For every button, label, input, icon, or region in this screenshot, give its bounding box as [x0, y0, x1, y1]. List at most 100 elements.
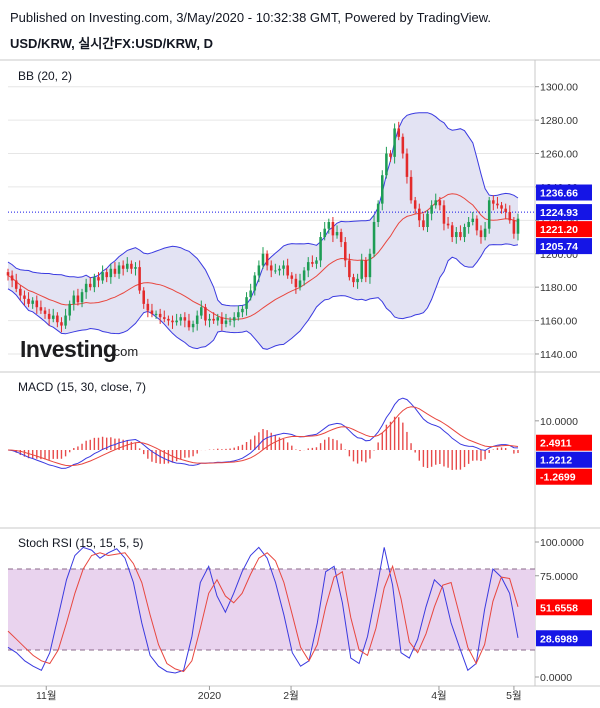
price-badge: 1236.66	[536, 184, 592, 201]
candle-body	[27, 298, 30, 304]
candle-body	[306, 262, 310, 271]
candle-body	[183, 317, 187, 321]
candle-body	[274, 270, 277, 272]
price-pane[interactable]: BB (20, 2) 1300.001280.001260.001240.001…	[6, 69, 592, 361]
macd-badge-text: 2.4911	[540, 438, 572, 450]
candlestick	[27, 292, 30, 308]
candlestick	[208, 313, 211, 328]
candlesticks[interactable]	[6, 121, 520, 333]
candlestick	[306, 257, 310, 278]
candle-body	[125, 263, 129, 269]
time-tick-label: 4월	[431, 690, 447, 702]
candle-body	[500, 205, 503, 209]
candle-body	[487, 200, 491, 229]
candle-body	[39, 307, 43, 311]
price-badge-bg	[536, 184, 592, 201]
candle-body	[397, 128, 401, 137]
candlestick	[130, 260, 133, 274]
candle-body	[450, 225, 454, 238]
candlestick	[418, 203, 421, 228]
candle-body	[113, 268, 117, 274]
candlestick	[455, 227, 458, 244]
candle-body	[105, 272, 108, 278]
logo-sub-text: .com	[110, 344, 138, 359]
candle-body	[302, 270, 306, 281]
stoch-indicator-label[interactable]: Stoch RSI (15, 15, 5, 5)	[18, 536, 143, 550]
candlestick	[195, 310, 199, 331]
logo-main-text: Investing	[20, 336, 116, 362]
stoch-axis-ticks: 100.0000 75.0000 0.0000	[535, 537, 584, 684]
candlestick	[483, 222, 487, 241]
stoch-axis-badges: 51.6558 28.6989	[536, 599, 592, 647]
candle-body	[167, 318, 170, 321]
candle-body	[191, 323, 195, 328]
macd-badge-text: 1.2212	[540, 455, 572, 467]
candle-body	[282, 265, 285, 269]
candle-body	[146, 303, 150, 311]
candle-body	[93, 277, 96, 288]
candlestick	[39, 300, 43, 314]
macd-tick-label: 10.0000	[540, 416, 578, 428]
candlestick	[224, 313, 228, 328]
candlestick	[426, 210, 429, 233]
price-badge-text: 1236.66	[540, 188, 578, 200]
candlestick	[393, 123, 396, 164]
stoch-badge-text: 28.6989	[540, 633, 578, 645]
candle-body	[10, 275, 14, 281]
candlestick	[434, 193, 438, 209]
candlestick	[19, 285, 22, 301]
candlestick	[88, 277, 92, 291]
candlestick	[282, 260, 285, 276]
candlestick	[315, 257, 318, 269]
candle-body	[56, 315, 59, 323]
candlestick	[163, 310, 166, 323]
candlestick	[422, 213, 425, 231]
candlestick	[269, 260, 273, 278]
candlestick	[274, 263, 277, 274]
candlestick	[492, 195, 495, 211]
candlestick	[405, 148, 409, 184]
candle-body	[438, 200, 442, 206]
stoch-rsi-pane[interactable]: Stoch RSI (15, 15, 5, 5) 100.0000 75.0000…	[7, 536, 592, 684]
candle-body	[220, 317, 224, 324]
candle-body	[290, 275, 294, 279]
candlestick	[93, 273, 96, 293]
candlestick	[343, 237, 347, 268]
candle-body	[6, 272, 10, 276]
candlestick	[446, 217, 450, 229]
candle-body	[504, 208, 507, 212]
candlestick	[23, 290, 26, 306]
stoch-d-line	[7, 552, 519, 673]
candlestick	[372, 215, 376, 258]
candlestick	[290, 272, 294, 284]
candlestick	[167, 315, 170, 326]
bollinger-lower-line	[7, 243, 519, 350]
time-axis[interactable]: 11월 2020 2월 4월 5월	[36, 686, 522, 702]
candle-body	[418, 208, 421, 221]
candle-body	[249, 290, 252, 298]
price-badge-text: 1205.74	[540, 241, 578, 253]
bb-indicator-label[interactable]: BB (20, 2)	[18, 69, 72, 83]
candlestick	[228, 317, 232, 326]
candlestick	[463, 223, 466, 243]
candle-body	[331, 222, 335, 236]
macd-indicator-label[interactable]: MACD (15, 30, close, 7)	[18, 380, 146, 394]
candlestick	[150, 303, 154, 318]
candle-body	[339, 232, 343, 243]
candlestick	[348, 253, 351, 281]
candlestick	[245, 292, 248, 316]
candlestick	[516, 213, 520, 241]
candle-body	[426, 213, 429, 228]
candle-body	[257, 265, 261, 276]
candle-body	[47, 313, 51, 319]
candle-body	[269, 265, 273, 271]
macd-pane[interactable]: MACD (15, 30, close, 7) 10.0000 2.4911 1.…	[7, 380, 592, 485]
candlestick	[84, 278, 88, 299]
candle-body	[84, 283, 88, 293]
candle-body	[483, 228, 487, 238]
macd-signal-line	[7, 406, 519, 467]
candlestick	[360, 253, 363, 283]
candle-body	[471, 218, 475, 223]
candlestick	[471, 211, 475, 226]
